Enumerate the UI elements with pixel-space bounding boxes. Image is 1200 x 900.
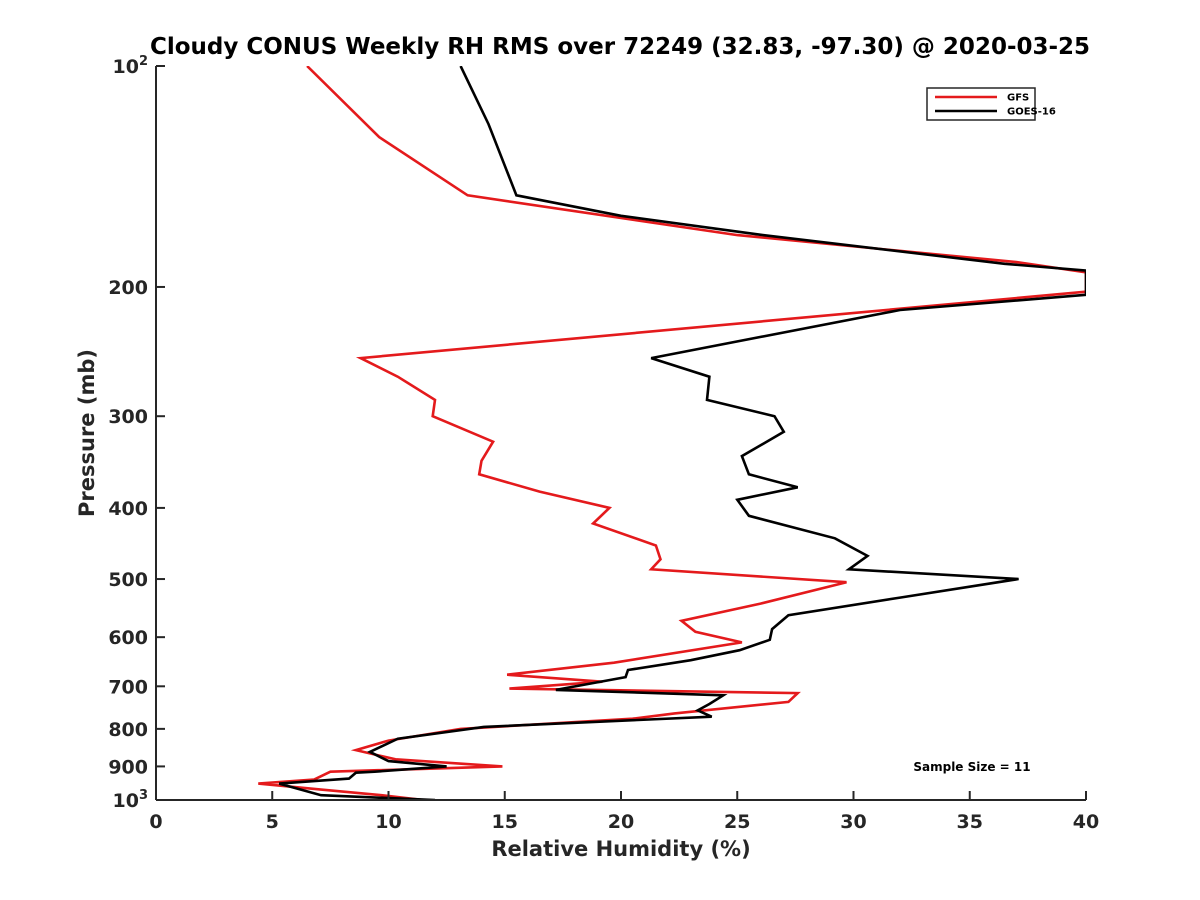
legend-box: [926, 87, 1036, 121]
y-tick-label: 400: [108, 498, 148, 520]
x-tick-label: 40: [1073, 811, 1099, 833]
y-axis-title: Pressure (mb): [75, 349, 99, 517]
y-tick-label: 200: [108, 277, 148, 299]
y-tick-label: 103: [113, 788, 149, 812]
axes-layer: 0 5 10 15 20 25 30 35 40 102 200 300 400 500 600 700 800…: [108, 54, 1099, 833]
y-tick-label: 300: [108, 406, 148, 428]
sample-size-annotation: Sample Size = 11: [913, 760, 1030, 774]
plot-area: 0 5 10 15 20 25 30 35 40 102 200 300 400 500 600 700 800…: [108, 54, 1099, 833]
chart-title: Cloudy CONUS Weekly RH RMS over 72249 (3…: [150, 34, 1090, 60]
series-line-goes-16: [278, 66, 1086, 800]
x-tick-label: 5: [266, 811, 279, 833]
legend-label-gfs: GFS: [1007, 93, 1029, 104]
y-tick-label: 700: [108, 676, 148, 698]
x-tick-label: 20: [608, 811, 634, 833]
x-tick-label: 35: [957, 811, 983, 833]
x-tick-label: 10: [375, 811, 401, 833]
y-tick-label: 900: [108, 756, 148, 778]
x-tick-label: 25: [724, 811, 750, 833]
x-tick-label: 15: [492, 811, 518, 833]
y-tick-label: 102: [113, 54, 149, 78]
y-tick-label: 600: [108, 627, 148, 649]
series-line-gfs: [258, 66, 1086, 800]
y-tick-label: 500: [108, 569, 148, 591]
x-tick-label: 30: [840, 811, 866, 833]
series-layer: [258, 66, 1086, 800]
x-axis-title: Relative Humidity (%): [491, 837, 750, 861]
legend: GFS GOES-16: [926, 87, 1056, 121]
x-tick-label: 0: [149, 811, 162, 833]
y-tick-label: 800: [108, 719, 148, 741]
legend-label-goes-16: GOES-16: [1007, 107, 1056, 118]
